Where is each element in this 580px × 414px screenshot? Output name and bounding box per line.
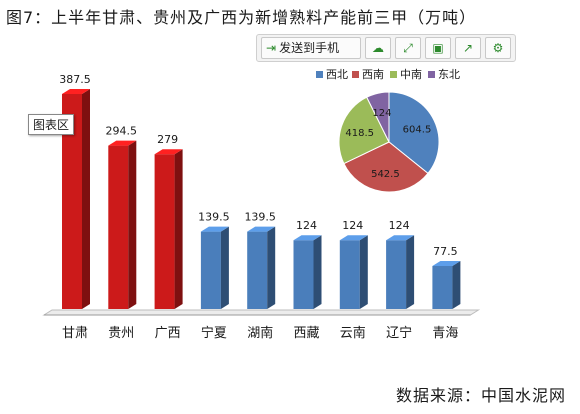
pie-value-label: 604.5 <box>403 125 432 136</box>
bar-front <box>432 266 453 309</box>
bar <box>154 149 183 309</box>
bar-front <box>293 240 314 309</box>
bar <box>62 89 90 309</box>
bar-top <box>386 235 415 241</box>
share-button[interactable]: ↗ <box>455 37 481 59</box>
x-tick-label: 甘肃 <box>62 326 88 341</box>
send-to-phone-icon: ⇥ <box>266 41 277 55</box>
legend-swatch <box>352 71 359 78</box>
bar-value-label: 77.5 <box>433 245 458 258</box>
bar <box>293 235 322 309</box>
share-icon: ↗ <box>462 41 474 55</box>
x-tick-label: 广西 <box>155 326 181 341</box>
bar-side <box>359 235 368 309</box>
bar-side <box>128 140 137 309</box>
bar-top <box>293 235 322 241</box>
bar-side <box>267 226 276 309</box>
bar-top <box>247 226 276 232</box>
x-tick-label: 辽宁 <box>386 325 412 341</box>
bar <box>386 235 415 309</box>
bar-top <box>200 226 229 232</box>
bar-side <box>82 89 90 309</box>
legend-label: 西北 <box>326 68 348 81</box>
legend-swatch <box>428 71 435 78</box>
bar-side <box>406 235 415 309</box>
bar-top <box>154 149 183 155</box>
chart-floor <box>42 309 481 316</box>
bar-value-label: 124 <box>342 219 363 232</box>
bar-value-label: 124 <box>389 219 410 232</box>
settings-button[interactable]: ⚙ <box>485 37 511 59</box>
expand-icon: ⤢ <box>403 41 413 55</box>
bar-front <box>247 231 268 309</box>
legend-item: 西北 <box>316 68 348 81</box>
cloud-button[interactable]: ☁ <box>365 37 391 59</box>
pie-slice <box>338 96 390 165</box>
bar-value-label: 279 <box>157 133 178 146</box>
bar-value-label: 139.5 <box>198 211 230 224</box>
bar-value-label: 387.5 <box>59 73 91 86</box>
bar-side <box>313 235 322 309</box>
settings-icon: ⚙ <box>492 41 504 55</box>
x-tick-label: 青海 <box>432 326 458 341</box>
bar-value-label: 124 <box>296 219 317 232</box>
chart-toolbar: ⇥ 发送到手机 ☁ ⤢ ▣ ↗ ⚙ <box>256 34 516 62</box>
bar-side <box>220 226 229 309</box>
bar-front <box>154 154 175 309</box>
legend-label: 中南 <box>400 68 422 81</box>
bar-front <box>108 145 129 309</box>
bar <box>432 261 461 309</box>
save-button[interactable]: ▣ <box>425 37 451 59</box>
data-source: 数据来源：中国水泥网 <box>395 386 566 405</box>
legend-item: 西南 <box>352 68 384 81</box>
pie-value-label: 418.5 <box>345 128 374 139</box>
expand-button[interactable]: ⤢ <box>395 37 421 59</box>
bar <box>200 226 229 309</box>
save-icon: ▣ <box>432 41 444 55</box>
x-tick-label: 云南 <box>340 325 366 341</box>
send-to-phone-button[interactable]: ⇥ 发送到手机 <box>261 37 361 59</box>
legend-item: 东北 <box>428 68 460 81</box>
bar-front <box>386 240 407 309</box>
chart-title: 图7：上半年甘肃、贵州及广西为新增熟料产能前三甲（万吨） <box>6 8 477 27</box>
legend-item: 中南 <box>390 68 422 81</box>
bar-top <box>339 235 368 241</box>
bar-side <box>174 149 183 309</box>
bar-value-label: 139.5 <box>244 211 276 224</box>
x-tick-label: 贵州 <box>108 326 134 341</box>
chart-area-tooltip: 图表区 <box>28 114 75 135</box>
pie-value-label: 542.5 <box>371 169 400 180</box>
x-tick-label: 宁夏 <box>201 325 227 341</box>
pie-slice <box>343 141 429 193</box>
x-tick-label: 西藏 <box>293 326 319 341</box>
pie-value-label: 124 <box>372 108 391 119</box>
bar <box>247 226 276 309</box>
bar-front <box>339 240 360 309</box>
legend-swatch <box>390 71 397 78</box>
pie-slice <box>388 91 440 175</box>
send-to-phone-label: 发送到手机 <box>279 41 340 55</box>
pie-slice <box>366 91 390 143</box>
bar-side <box>452 261 461 309</box>
bar-front <box>62 94 82 309</box>
bar <box>339 235 368 309</box>
bar-top <box>62 89 90 94</box>
bar-top <box>108 140 137 146</box>
legend-swatch <box>316 71 323 78</box>
legend-label: 西南 <box>362 68 384 81</box>
bar <box>108 140 137 309</box>
bar-front <box>200 231 221 309</box>
legend-label: 东北 <box>438 68 460 81</box>
bar-value-label: 294.5 <box>106 125 138 138</box>
cloud-icon: ☁ <box>372 41 384 55</box>
bar-top <box>432 261 461 266</box>
x-tick-label: 湖南 <box>247 325 273 341</box>
